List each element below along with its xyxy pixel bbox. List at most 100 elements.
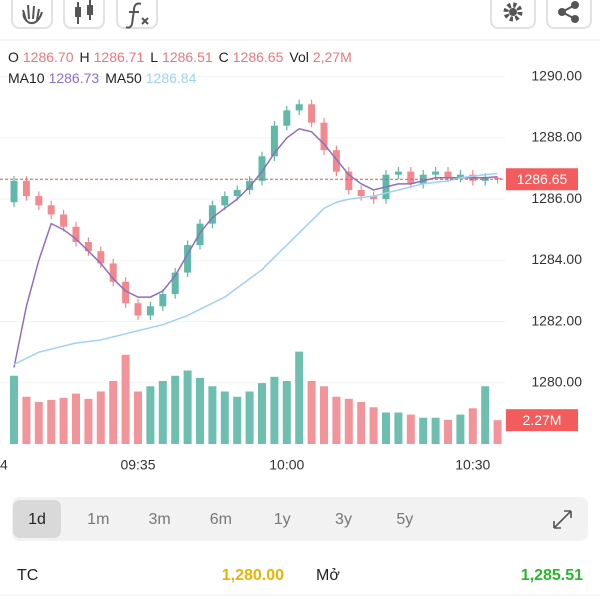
candle-body (171, 272, 179, 295)
stat-label: TC (17, 567, 38, 584)
candle-icon (87, 5, 93, 15)
candle-body (456, 174, 464, 178)
candle-body (345, 171, 353, 190)
y-tick-label: 1282.00 (531, 312, 582, 328)
volume-bar (419, 417, 428, 444)
candle-body (332, 150, 340, 172)
candle-body (208, 205, 216, 224)
volume-bar (382, 412, 390, 444)
timeframe-selected (13, 500, 61, 538)
last-volume-label: 2.27M (523, 412, 562, 428)
hand-button[interactable] (11, 0, 53, 29)
volume-bar (22, 396, 31, 444)
volume-bar (406, 414, 415, 444)
candle-body (432, 171, 440, 175)
y-tick-label: 1286.00 (531, 190, 582, 206)
hand-icon (22, 4, 43, 25)
candle-body (295, 104, 303, 111)
volume-bar (59, 397, 68, 444)
share-icon (571, 1, 579, 9)
x-tick-label: 09:35 (120, 457, 155, 473)
volume-bar (456, 414, 465, 444)
volume-bar (196, 377, 204, 444)
candle-body (196, 223, 204, 246)
timeframe-button[interactable]: 3m (148, 511, 170, 528)
volume-bar (258, 383, 266, 444)
fx-button[interactable] (116, 0, 158, 29)
volume-bar (10, 375, 18, 444)
volume-bar (208, 386, 217, 444)
last-volume-box (506, 409, 578, 432)
candle-body (84, 242, 92, 252)
volume-bar (320, 386, 328, 444)
timeframe-button[interactable]: 6m (210, 511, 232, 528)
x-tick-label: 10:00 (269, 457, 304, 473)
volume-bar (220, 391, 229, 444)
timeframe-button[interactable]: 1y (274, 511, 291, 528)
quote-key: C (219, 49, 229, 65)
volume-bar (282, 381, 291, 444)
gear-icon (509, 8, 517, 16)
timeframe-button[interactable]: 1d (28, 511, 46, 528)
volume-bar (96, 391, 105, 444)
volume-bar (245, 391, 254, 444)
stat-label: Mở (316, 567, 340, 584)
gear-icon (503, 2, 523, 22)
volume-bar (146, 386, 155, 444)
toolbar (11, 0, 592, 29)
quote-key: H (80, 49, 90, 65)
volume-bar (72, 393, 80, 444)
volume-bar (431, 417, 440, 444)
timeframe-button[interactable]: 5y (396, 511, 413, 528)
candle-body (159, 294, 167, 307)
expand-icon[interactable] (553, 510, 572, 529)
y-tick-label: 1280.00 (531, 373, 582, 389)
quote-value: 1286.70 (23, 49, 74, 65)
candle-body (394, 171, 402, 175)
candle-body (320, 122, 328, 151)
volume-bar (171, 375, 180, 444)
share-button[interactable] (546, 0, 592, 29)
candle-body (308, 104, 316, 123)
candle-button[interactable] (63, 0, 105, 29)
ma-legend: MA10 1286.73 MA50 1286.84 (8, 70, 197, 86)
candle-body (35, 196, 43, 206)
quote-line: O 1286.70 H 1286.71 L 1286.51 C 1286.65 Vol 2,27M (8, 49, 352, 65)
quote-value: 1286.71 (94, 49, 145, 65)
volume-bar (183, 370, 192, 444)
candle-body (221, 196, 229, 206)
volume-bar (34, 402, 43, 444)
candle-body (444, 171, 452, 178)
candle-icon (75, 7, 81, 17)
ma-value: 1286.73 (49, 70, 100, 86)
quote-key: O (8, 49, 19, 65)
ma-name: MA10 (8, 70, 45, 86)
volume-bar (109, 381, 118, 444)
volume-bar (158, 381, 167, 444)
stat-value: 1,280.00 (222, 567, 284, 584)
timeframe-button[interactable]: 3y (335, 511, 352, 528)
candle-body (184, 245, 192, 273)
stat-value: 1,285.51 (521, 567, 583, 584)
timeframe-button[interactable]: 1m (87, 511, 109, 528)
volume-bar (481, 386, 490, 444)
candle-body (370, 196, 378, 200)
y-tick-label: 1290.00 (531, 67, 582, 83)
x-tick-label: 10:30 (455, 457, 490, 473)
candle-body (22, 180, 30, 197)
candle-body (97, 251, 105, 264)
candle-body (270, 125, 278, 157)
candle-body (233, 189, 241, 197)
candle-body (246, 180, 254, 190)
volume-bar (134, 391, 142, 444)
volume-bar (332, 396, 341, 444)
candle-body (146, 306, 154, 316)
ma-value: 1286.84 (146, 70, 197, 86)
quote-value: 1286.65 (233, 49, 284, 65)
volume-bar (295, 351, 304, 444)
share-icon (571, 15, 579, 23)
volume-bar (468, 408, 477, 444)
candle-body (357, 189, 365, 197)
ma-line (13, 172, 498, 366)
